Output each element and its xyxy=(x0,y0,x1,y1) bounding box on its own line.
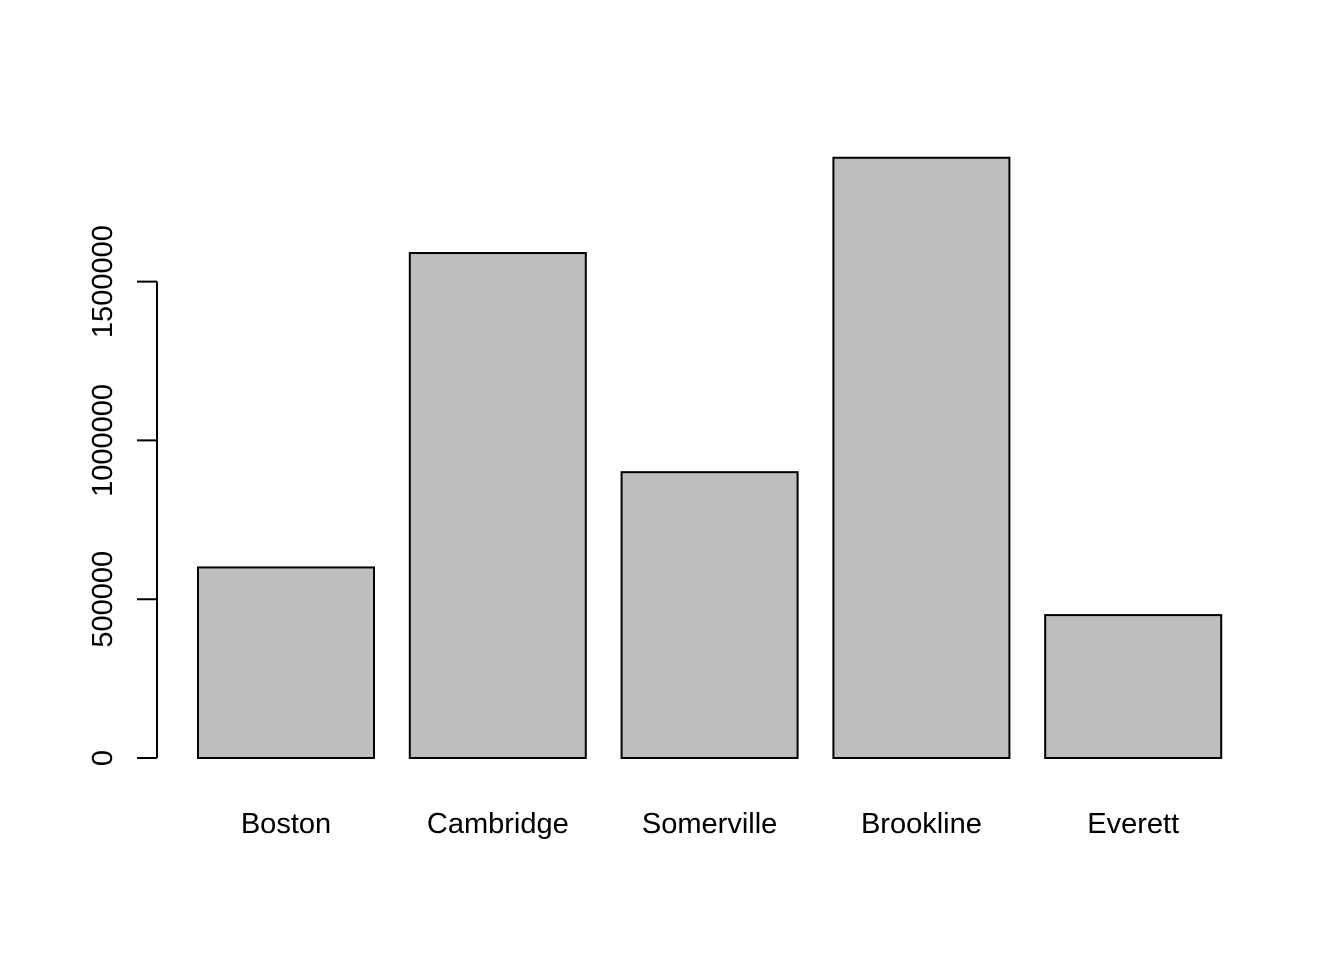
y-tick-label: 500000 xyxy=(87,551,119,648)
bar-boston xyxy=(197,566,375,760)
bar-everett xyxy=(1044,614,1223,759)
bars-layer xyxy=(197,156,1223,760)
x-tick-label: Cambridge xyxy=(427,808,569,840)
y-tick-label: 0 xyxy=(87,750,119,766)
x-tick-label: Somerville xyxy=(642,808,777,840)
y-tick-label: 1000000 xyxy=(87,384,119,497)
x-tick-label: Everett xyxy=(1087,808,1179,840)
bar-somerville xyxy=(620,471,799,759)
x-tick-label: Brookline xyxy=(861,808,982,840)
y-tick-label: 1500000 xyxy=(87,225,119,338)
x-axis-labels: Boston Cambridge Somerville Brookline Everet… xyxy=(241,808,1179,840)
y-axis: 0 500000 1000000 1500000 xyxy=(87,225,158,766)
x-tick-label: Boston xyxy=(241,808,331,840)
bar-cambridge xyxy=(408,252,587,759)
bar-brookline xyxy=(832,156,1011,760)
